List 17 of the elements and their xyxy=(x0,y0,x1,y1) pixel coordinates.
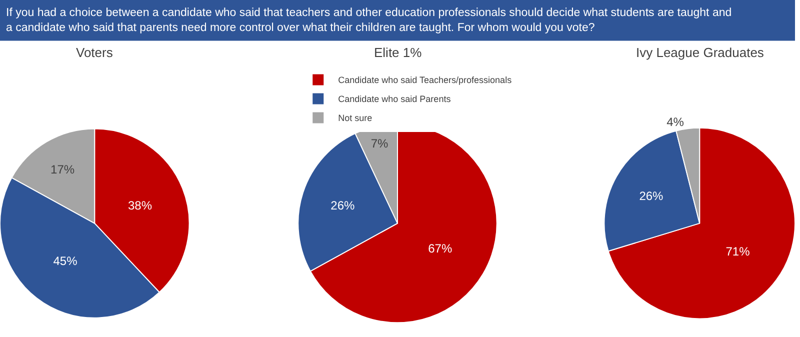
data-label: 7% xyxy=(370,136,389,151)
data-label: 26% xyxy=(639,189,664,204)
legend-label: Candidate who said Teachers/professionals xyxy=(338,75,512,86)
chart-title: Ivy League Graduates xyxy=(636,45,764,60)
chart-title: Elite 1% xyxy=(374,45,422,60)
pie-slice xyxy=(608,127,796,320)
legend-label: Candidate who said Parents xyxy=(338,94,452,104)
data-label: 4% xyxy=(666,114,684,129)
data-label: 38% xyxy=(128,198,152,212)
text: If you had a choice between a candidate who said that teachers and other education professionals should decide what students are taught and a candidate who said that parents need more control over what their children are taught. For whom would you vote? xyxy=(6,7,732,34)
legend-label: Not sure xyxy=(338,113,372,124)
data-label: 17% xyxy=(50,162,75,176)
data-label: 45% xyxy=(53,254,78,268)
data-label: 67% xyxy=(428,242,452,256)
data-label: 71% xyxy=(726,244,750,259)
chart-title: Voters xyxy=(76,45,114,60)
data-label: 26% xyxy=(330,198,356,213)
